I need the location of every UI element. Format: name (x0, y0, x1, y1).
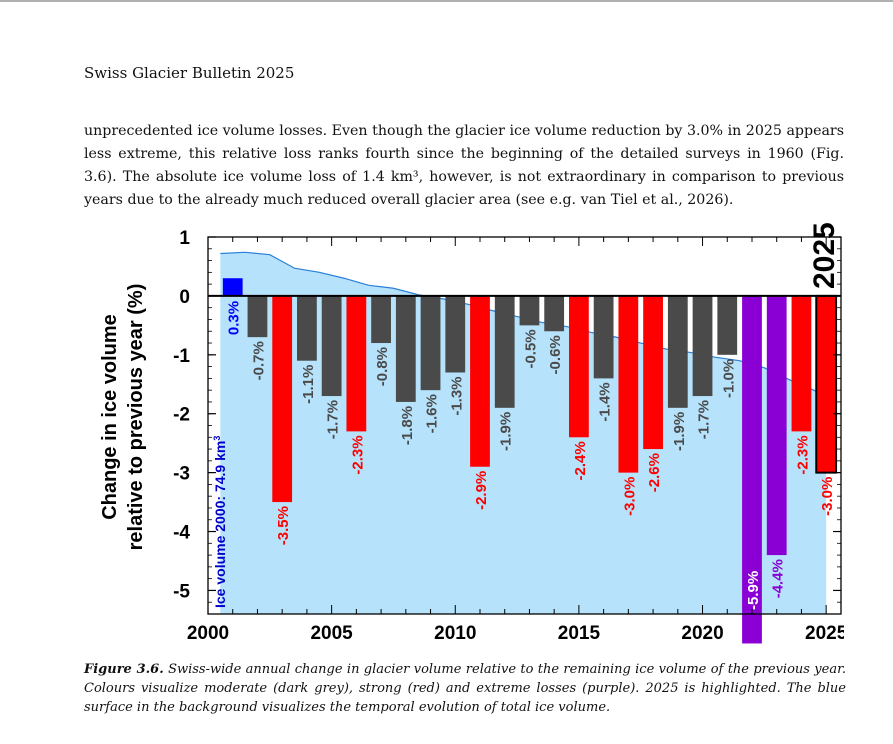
bar-2002 (247, 295, 268, 338)
bar-2016 (593, 295, 614, 379)
bar-value-label: 0.3% (226, 301, 243, 335)
bar-2005 (321, 295, 342, 397)
bar-value-label: -2.3% (349, 435, 366, 474)
bar-value-label: -1.3% (448, 376, 465, 415)
y-tick-label: -1 (173, 346, 190, 367)
bar-2013 (519, 295, 540, 326)
bar-2007 (371, 295, 391, 344)
bar-2008 (395, 295, 416, 402)
body-paragraph-block: unprecedented ice volume losses. Even th… (84, 120, 844, 212)
bar-2011 (470, 295, 490, 467)
bar-value-label: -0.6% (547, 335, 564, 374)
bar-value-label: -3.5% (275, 506, 292, 545)
bar-2004 (297, 295, 317, 361)
body-paragraph: unprecedented ice volume losses. Even th… (84, 123, 844, 208)
bar-value-label: -1.8% (399, 406, 416, 445)
bar-value-label: -1.0% (720, 359, 737, 398)
bar-2019 (667, 295, 688, 408)
bar-2006 (346, 295, 367, 432)
bar-value-label: -1.9% (671, 412, 688, 451)
bar-value-label: -2.9% (473, 471, 490, 510)
bar-2014 (544, 295, 565, 332)
figure-caption: Figure 3.6. Swiss-wide annual change in … (84, 660, 846, 717)
bar-value-label: -3.0% (819, 477, 836, 516)
bar-value-label: -1.1% (300, 365, 317, 404)
x-tick-label: 2000 (187, 623, 229, 644)
bar-2018 (643, 295, 663, 450)
y-tick-label: 1 (179, 228, 190, 249)
y-tick-label: -4 (173, 523, 190, 544)
ice-volume-2000-label: Ice volume 2000: 74.9 km3 (212, 436, 228, 608)
y-tick-label: -2 (173, 405, 190, 426)
bar-2021 (717, 295, 738, 355)
bar-2017 (618, 295, 639, 473)
bar-value-label: -2.3% (794, 435, 811, 474)
bar-2023 (766, 295, 787, 556)
ice-volume-change-chart: 0.3%-0.7%-3.5%-1.1%-1.7%-2.3%-0.8%-1.8% -… (99, 222, 844, 644)
x-tick-label: 2005 (310, 623, 353, 644)
x-tick-label: 2010 (434, 623, 476, 644)
bar-2022 (742, 295, 762, 644)
bar-value-label: -5.9% (745, 571, 762, 610)
x-tick-label: 2020 (681, 623, 723, 644)
x-tick-label: 2015 (558, 623, 601, 644)
bar-2012 (494, 295, 515, 408)
bar-value-label: -4.4% (770, 559, 787, 598)
bar-value-label: -1.4% (597, 382, 614, 421)
bar-2009 (420, 295, 441, 391)
y-tick-label: -5 (173, 581, 190, 602)
highlight-year-label: 2025 (808, 222, 841, 289)
bar-2003 (272, 295, 293, 503)
page-top-rule (0, 0, 893, 2)
bar-value-label: -1.7% (696, 400, 713, 439)
x-tick-label: 2025 (805, 623, 844, 644)
caption-text: Swiss-wide annual change in glacier volu… (84, 662, 846, 715)
bar-2024 (791, 295, 812, 432)
bar-value-label: -1.9% (498, 412, 515, 451)
y-axis-label-line2: relative to previous year (%) (125, 284, 147, 551)
y-axis-label-line1: Change in ice volume (99, 314, 121, 520)
bar-value-label: -0.7% (250, 341, 267, 380)
bar-value-label: -3.0% (621, 477, 638, 516)
caption-label: Figure 3.6. (84, 662, 164, 677)
y-tick-label: -3 (173, 464, 190, 485)
y-tick-label: 0 (179, 287, 190, 308)
bar-value-label: -1.6% (424, 394, 441, 433)
bar-2010 (445, 295, 466, 373)
bar-2020 (692, 295, 713, 397)
running-head: Swiss Glacier Bulletin 2025 (84, 64, 295, 82)
bar-2025 (815, 294, 838, 474)
bar-value-label: -1.7% (325, 400, 342, 439)
bar-value-label: -0.8% (374, 347, 391, 386)
bar-value-label: -0.5% (522, 329, 539, 368)
bar-2001 (222, 278, 243, 296)
bar-value-label: -2.6% (646, 453, 663, 492)
bar-value-label: -2.4% (572, 441, 589, 480)
bar-2015 (569, 295, 589, 438)
